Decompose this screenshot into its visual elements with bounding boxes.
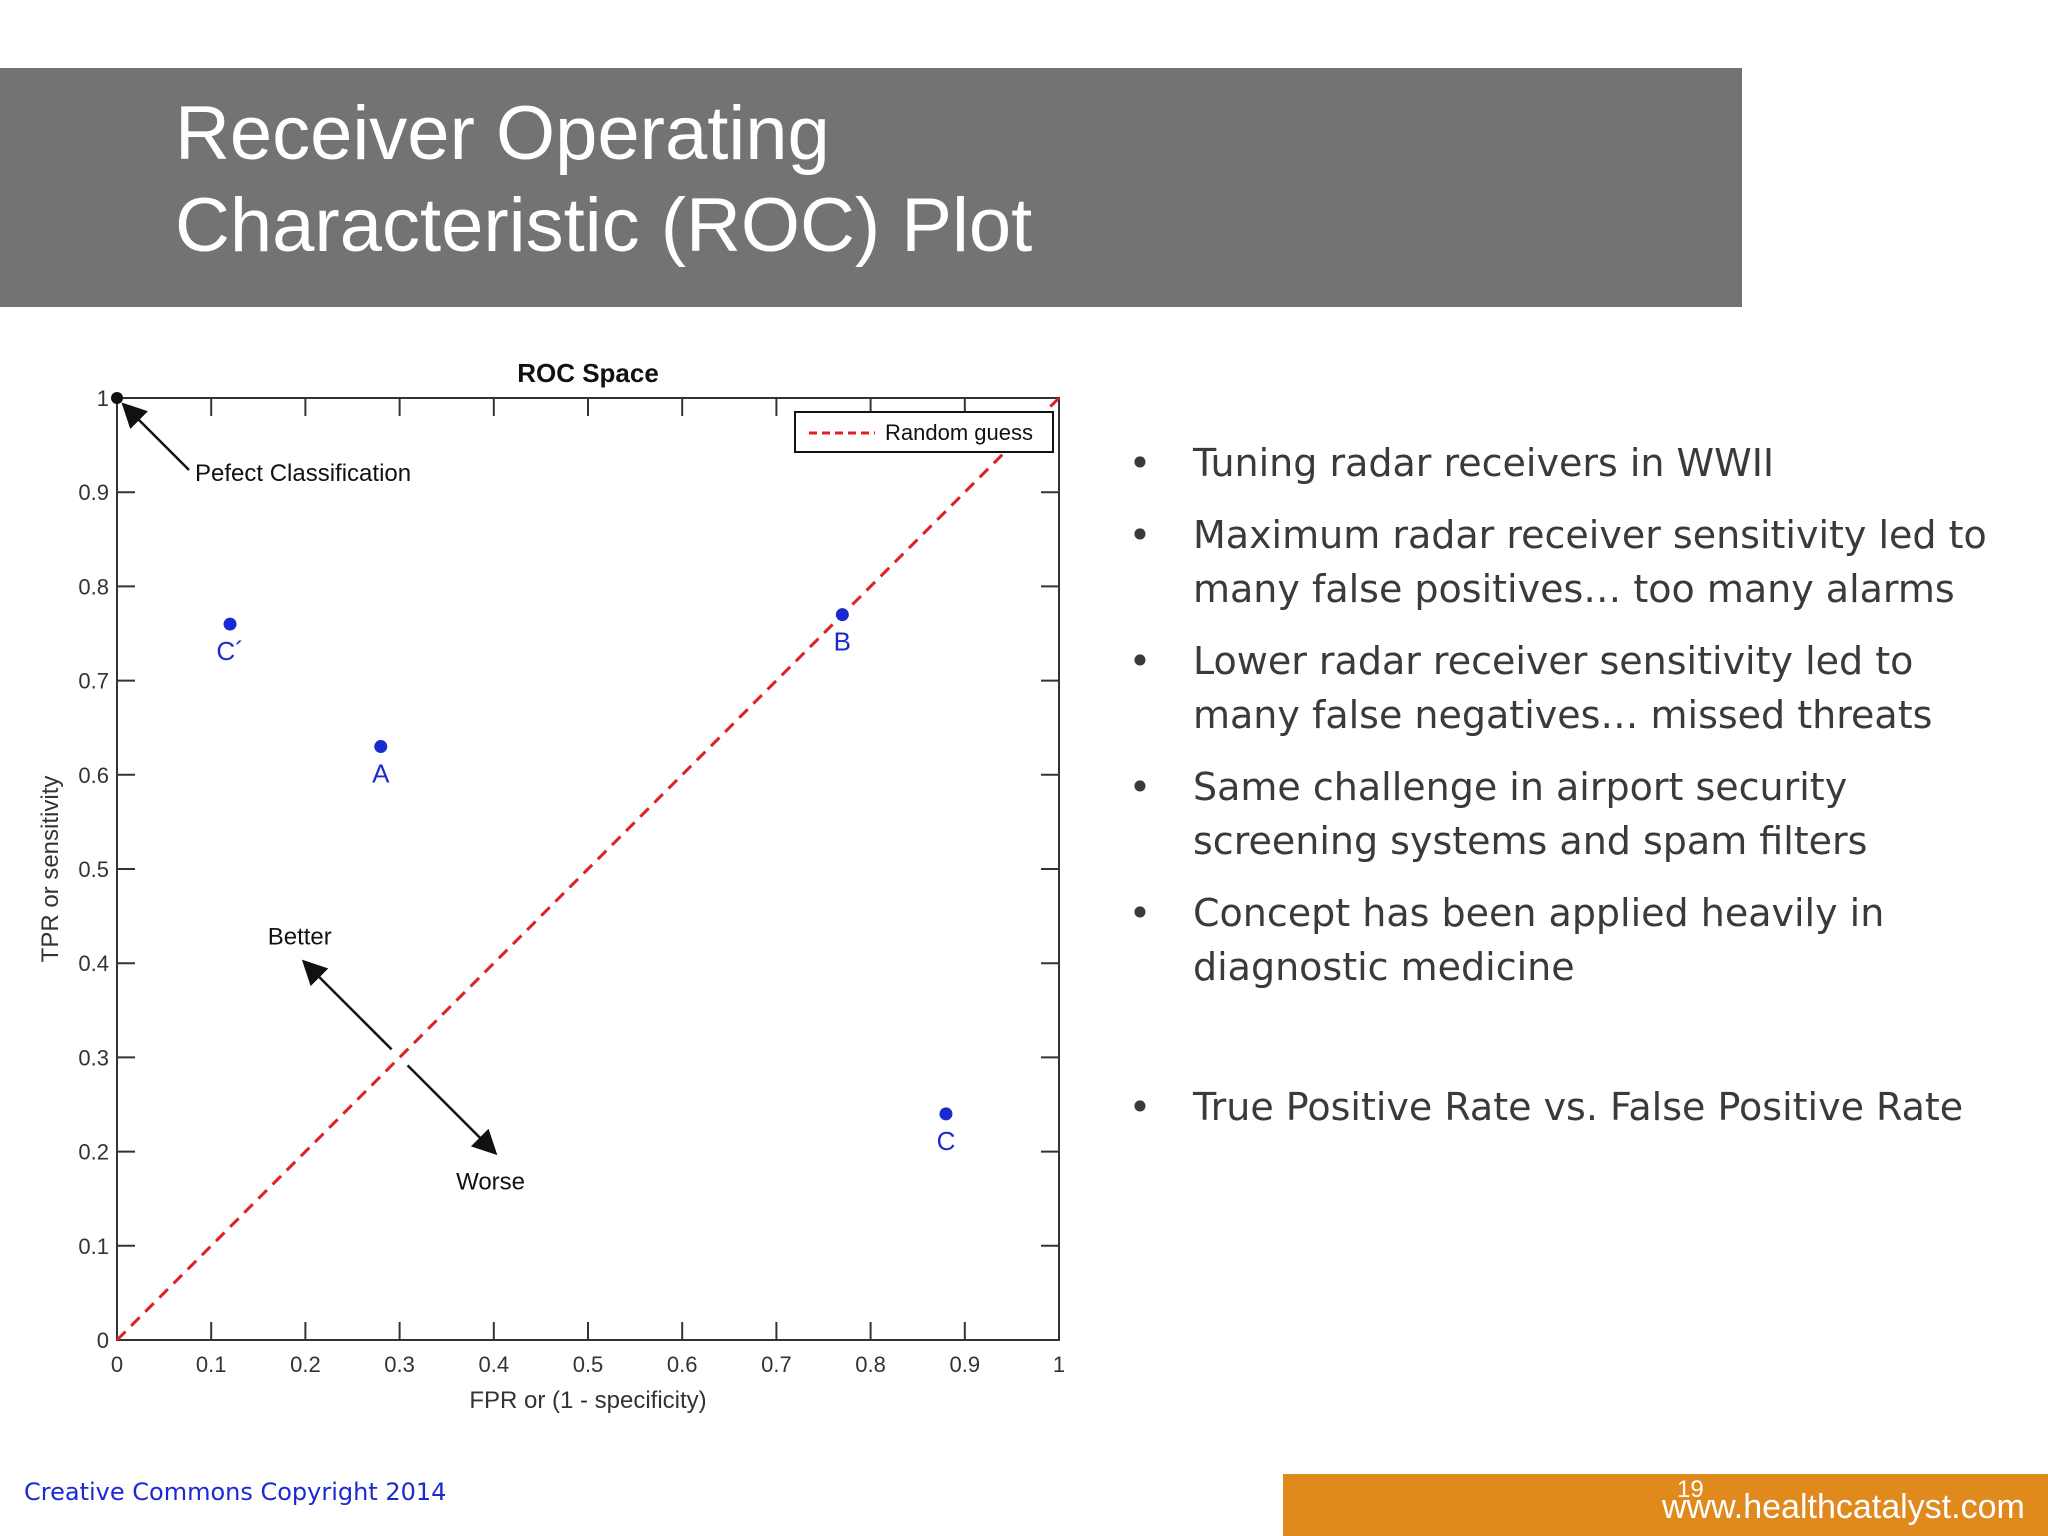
y-tick-label: 0.9 xyxy=(78,480,109,505)
x-tick-label: 0 xyxy=(111,1352,123,1377)
data-point-c-prime xyxy=(223,617,237,631)
y-tick-label: 0.6 xyxy=(78,763,109,788)
y-tick-label: 0.1 xyxy=(78,1234,109,1259)
data-point-c xyxy=(939,1107,953,1121)
bullet-dot: • xyxy=(1128,639,1152,683)
data-points: C´ A B C xyxy=(216,608,955,1156)
worse-arrow xyxy=(406,1064,498,1156)
x-tick-label: 0.8 xyxy=(855,1352,886,1377)
slide-title: Receiver Operating Characteristic (ROC) … xyxy=(175,88,1675,272)
slide-title-line-1: Receiver Operating xyxy=(175,91,830,176)
footer-url[interactable]: www.healthcatalyst.com xyxy=(1662,1488,2025,1526)
data-point-label: B xyxy=(834,627,851,657)
y-tick-label: 1 xyxy=(97,386,109,411)
bullet-dot: • xyxy=(1128,513,1152,557)
random-guess-line xyxy=(115,396,1061,1342)
bullet-text: Maximum radar receiver sensitivity led t… xyxy=(1193,513,1987,611)
bullet-item: • Tuning radar receivers in WWII xyxy=(1125,436,2025,490)
y-axis-label: TPR or sensitivity xyxy=(37,776,64,963)
y-tick-label: 0.5 xyxy=(78,857,109,882)
footer-copyright: Creative Commons Copyright 2014 xyxy=(24,1478,447,1506)
x-tick-label: 0.9 xyxy=(950,1352,981,1377)
bullet-item: • Same challenge in airport security scre… xyxy=(1125,760,2025,868)
x-tick-label: 0.4 xyxy=(479,1352,510,1377)
better-arrow xyxy=(301,959,393,1051)
bullet-item: • True Positive Rate vs. False Positive R… xyxy=(1125,1080,2025,1134)
bullet-text: Concept has been applied heavily in diag… xyxy=(1193,891,1885,989)
x-tick-label: 0.7 xyxy=(761,1352,792,1377)
annotations: Pefect Classification Better Worse xyxy=(111,392,525,1195)
bullet-dot: • xyxy=(1128,1085,1152,1129)
y-tick-label: 0.4 xyxy=(78,951,109,976)
x-tick-label: 0.3 xyxy=(384,1352,415,1377)
bullet-item: • Maximum radar receiver sensitivity led … xyxy=(1125,508,2025,616)
x-tick-label: 0.6 xyxy=(667,1352,698,1377)
bullet-text: Lower radar receiver sensitivity led to … xyxy=(1193,639,1933,737)
page-number: 19 xyxy=(1677,1476,1704,1503)
y-tick-label: 0.8 xyxy=(78,574,109,599)
data-point-b xyxy=(835,608,849,622)
x-axis-label: FPR or (1 - specificity) xyxy=(469,1387,706,1414)
x-tick-label: 0.5 xyxy=(573,1352,604,1377)
perfect-classification-label: Pefect Classification xyxy=(195,460,411,487)
bullet-text: Same challenge in airport security scree… xyxy=(1193,765,1868,863)
x-tick-label: 0.2 xyxy=(290,1352,321,1377)
data-point-label: C xyxy=(937,1126,956,1156)
bullet-dot: • xyxy=(1128,891,1152,935)
roc-chart-svg: 0 0.1 0.2 0.3 0.4 0.5 0.6 0.7 0.8 0.9 1 0 0.1 0.2 0.3 0… xyxy=(37,358,1065,1414)
chart-title: ROC Space xyxy=(517,358,659,388)
bullet-item: • Concept has been applied heavily in dia… xyxy=(1125,886,2025,994)
perfect-classification-point xyxy=(111,392,123,404)
bullet-list: • Tuning radar receivers in WWII • Maximum… xyxy=(1125,436,2025,1152)
data-point-label: C´ xyxy=(216,636,243,666)
y-tick-label: 0.7 xyxy=(78,669,109,694)
title-bar xyxy=(0,68,1742,307)
y-tick-label: 0 xyxy=(97,1328,109,1353)
bullet-dot: • xyxy=(1128,765,1152,809)
data-point-label: A xyxy=(372,759,390,789)
x-tick-label: 1 xyxy=(1053,1352,1065,1377)
slide-title-line-2: Characteristic (ROC) Plot xyxy=(175,183,1033,268)
bullet-text: Tuning radar receivers in WWII xyxy=(1193,441,1775,485)
y-tick-label: 0.3 xyxy=(78,1045,109,1070)
y-tick-label: 0.2 xyxy=(78,1140,109,1165)
legend: Random guess xyxy=(794,411,1054,453)
perfect-classification-arrow xyxy=(121,402,190,471)
bullet-dot: • xyxy=(1128,441,1152,485)
data-point-a xyxy=(374,740,388,754)
legend-label-random-guess: Random guess xyxy=(885,420,1033,445)
worse-label: Worse xyxy=(456,1168,525,1195)
x-tick-label: 0.1 xyxy=(196,1352,227,1377)
axis-ticks: 0 0.1 0.2 0.3 0.4 0.5 0.6 0.7 0.8 0.9 1 0 0.1 0.2 0.3 0… xyxy=(78,386,1065,1377)
roc-chart: 0 0.1 0.2 0.3 0.4 0.5 0.6 0.7 0.8 0.9 1 0 0.1 0.2 0.3 0… xyxy=(30,345,1080,1425)
better-label: Better xyxy=(268,923,332,950)
bullet-text: True Positive Rate vs. False Positive Ra… xyxy=(1193,1085,1964,1129)
bullet-item: • Lower radar receiver sensitivity led to… xyxy=(1125,634,2025,742)
footer-bar xyxy=(1283,1474,2048,1536)
